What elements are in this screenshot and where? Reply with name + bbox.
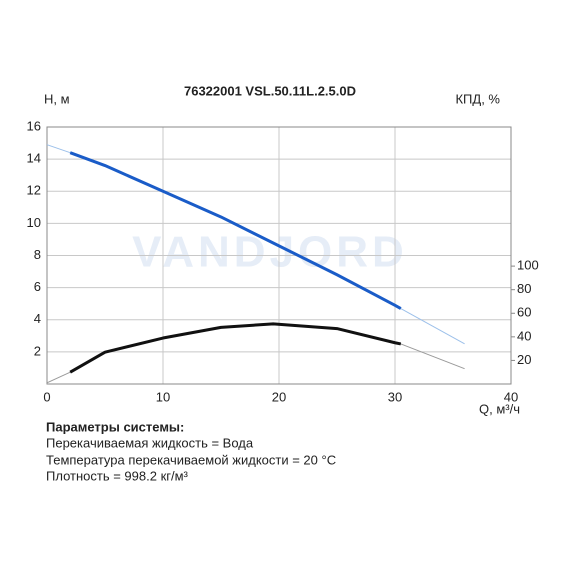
curve xyxy=(69,322,402,374)
y-tick-label: 4 xyxy=(34,311,41,326)
x-axis-label: Q, м³/ч xyxy=(479,401,520,416)
notes-heading: Параметры системы: xyxy=(46,419,184,434)
y-axis-label: H, м xyxy=(44,91,70,106)
note-line: Перекачиваемая жидкость = Вода xyxy=(46,435,254,450)
curve xyxy=(46,323,465,384)
note-line: Температура перекачиваемой жидкости = 20… xyxy=(46,452,336,467)
y2-tick-label: 100 xyxy=(517,258,539,273)
y2-tick-label: 20 xyxy=(517,352,531,367)
y2-axis-label: КПД, % xyxy=(455,91,500,106)
x-tick-label: 0 xyxy=(43,389,50,404)
chart-title: 76322001 VSL.50.11L.2.5.0D xyxy=(184,83,356,98)
y2-tick-label: 40 xyxy=(517,328,531,343)
x-tick-label: 20 xyxy=(272,389,286,404)
x-tick-label: 10 xyxy=(156,389,170,404)
plot-frame xyxy=(46,126,512,385)
y-tick-label: 8 xyxy=(34,247,41,262)
y-tick-label: 2 xyxy=(34,343,41,358)
note-line: Плотность = 998.2 кг/м³ xyxy=(46,468,189,483)
watermark: VANDJORD xyxy=(132,228,408,277)
x-tick-label: 40 xyxy=(504,389,518,404)
y2-tick-label: 80 xyxy=(517,281,531,296)
y-tick-label: 6 xyxy=(34,279,41,294)
x-tick-label: 30 xyxy=(388,389,402,404)
curve xyxy=(69,151,402,310)
y2-tick-label: 60 xyxy=(517,305,531,320)
y-tick-label: 14 xyxy=(27,151,41,166)
y-tick-label: 16 xyxy=(27,118,41,133)
y-tick-label: 10 xyxy=(27,215,41,230)
y-tick-label: 12 xyxy=(27,183,41,198)
